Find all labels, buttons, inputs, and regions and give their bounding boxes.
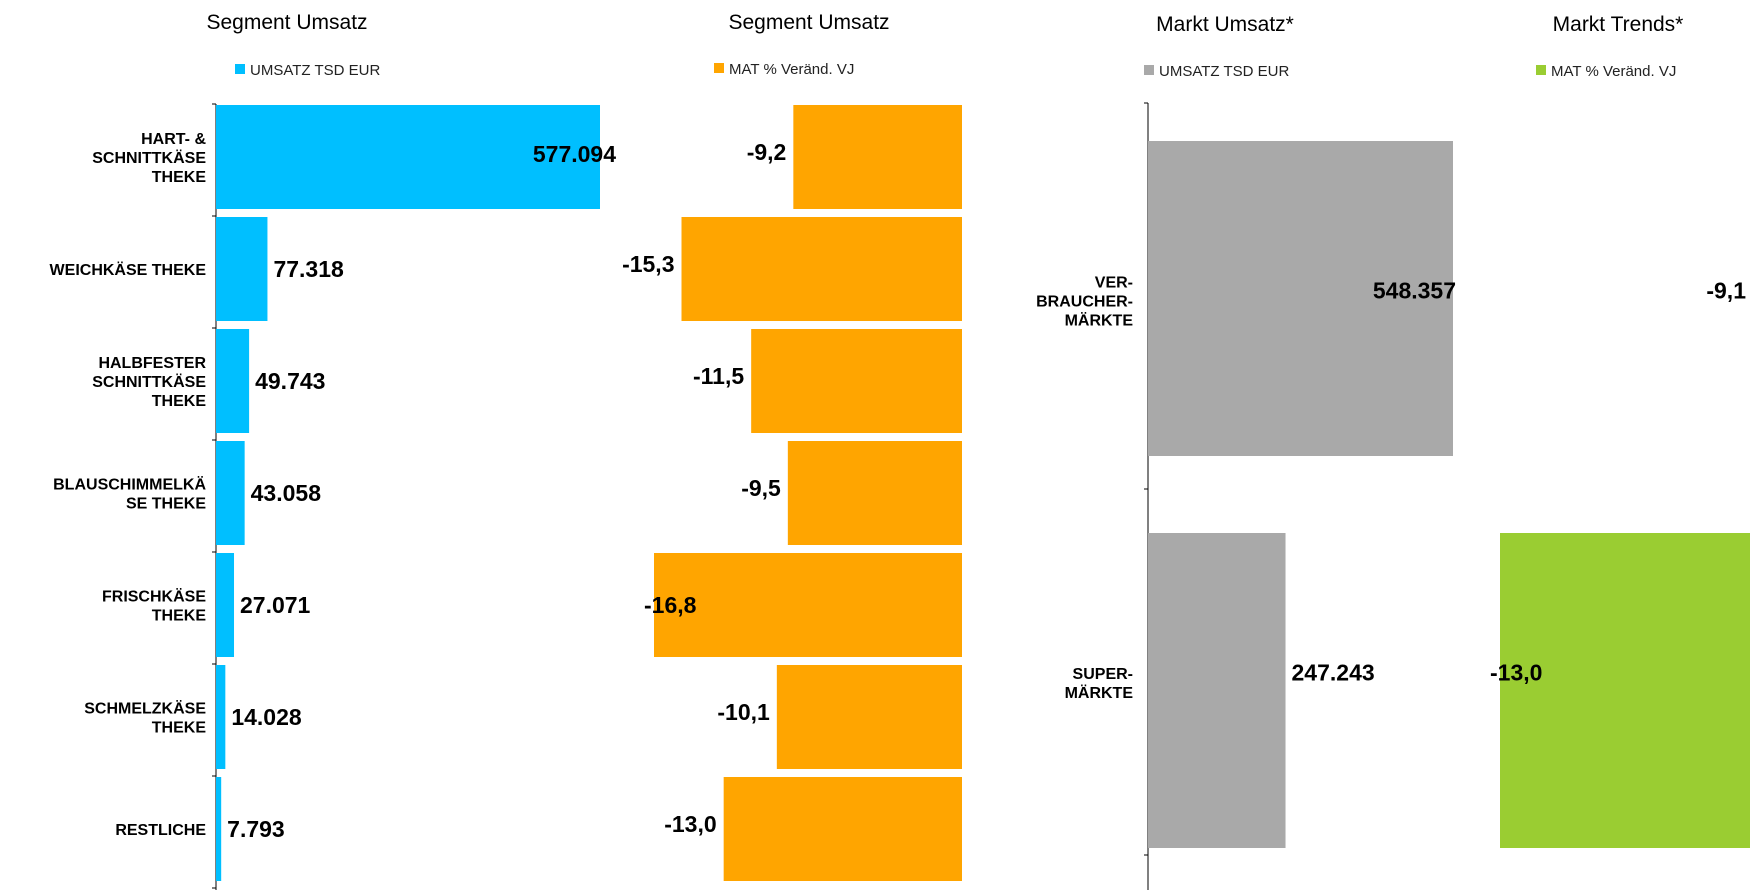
chart4-data-label: -13,0 — [1490, 660, 1542, 686]
chart1-data-label: 7.793 — [227, 816, 285, 842]
chart3-legend-label: UMSATZ TSD EUR — [1159, 63, 1289, 80]
chart4-data-labels: -9,1 -13,0 — [1490, 278, 1746, 686]
chart1-category-label: RESTLICHE — [115, 822, 206, 839]
chart3-data-labels: 548.357 247.243 — [1292, 278, 1456, 686]
chart1-data-label: 14.028 — [231, 704, 302, 730]
chart1-bar — [216, 105, 600, 209]
chart2-title: Segment Umsatz — [728, 11, 889, 34]
chart1-category-labels: HART- & SCHNITTKÄSE THEKE WEICHKÄSE THEKE HA… — [50, 131, 207, 839]
chart1-data-label: 577.094 — [533, 141, 616, 167]
chart2-bar — [793, 105, 962, 209]
chart1-data-label: 49.743 — [255, 368, 325, 394]
chart2-bar — [751, 329, 962, 433]
chart1-bar — [216, 665, 226, 769]
chart1-data-label: 43.058 — [251, 480, 322, 506]
chart2-bar — [654, 553, 962, 657]
chart1-category-label: BLAUSCHIMMELKÄ SE THEKE — [53, 476, 206, 513]
chart1-bar — [216, 553, 235, 657]
chart2-data-label: -16,8 — [644, 592, 697, 618]
chart1-category-label: HALBFESTER SCHNITTKÄSE THEKE — [92, 355, 206, 410]
chart3-bar — [1148, 533, 1286, 848]
chart4-legend-swatch — [1536, 65, 1546, 75]
chart3-data-label: 247.243 — [1292, 660, 1375, 686]
chart1-axis — [212, 103, 217, 890]
chart3-bar — [1148, 141, 1453, 456]
chart3-axis — [1144, 102, 1149, 890]
chart1-category-label: WEICHKÄSE THEKE — [50, 261, 207, 279]
chart3-category-labels: VER-BRAUCHER-MÄRKTE SUPER-MÄRKTE — [1036, 275, 1133, 703]
chart2-bar — [787, 441, 962, 545]
chart2-data-label: -10,1 — [717, 699, 770, 725]
chart2-data-label: -9,2 — [747, 139, 787, 165]
chart2-legend-swatch — [714, 63, 724, 73]
chart1-bar — [216, 329, 250, 433]
chart2-bar — [681, 217, 962, 321]
chart2-bar — [776, 665, 962, 769]
chart1-bar — [216, 217, 268, 321]
chart3-data-label: 548.357 — [1373, 278, 1456, 304]
chart3-legend-swatch — [1144, 65, 1154, 75]
chart4-title: Markt Trends* — [1553, 13, 1684, 36]
chart2-legend-label: MAT % Veränd. VJ — [729, 61, 854, 78]
chart1-data-labels: 577.094 77.318 49.743 43.058 27.071 14.028 7.7… — [227, 141, 616, 842]
chart1-bar — [216, 441, 245, 545]
chart1-category-label: SCHMELZKÄSE THEKE — [84, 700, 206, 737]
chart1-category-label: FRISCHKÄSE THEKE — [102, 588, 206, 625]
chart4-legend-label: MAT % Veränd. VJ — [1551, 63, 1676, 80]
chart2-data-labels: -9,2 -15,3 -11,5 -9,5 -16,8 -10,1 -13,0 — [622, 139, 786, 837]
chart1-bars — [216, 105, 600, 881]
chart1-legend-swatch — [235, 64, 245, 74]
chart1-data-label: 27.071 — [240, 592, 311, 618]
chart1-bar — [216, 777, 222, 881]
chart4-data-label: -9,1 — [1706, 278, 1746, 304]
chart2-data-label: -11,5 — [693, 363, 744, 389]
chart4-bar — [1500, 533, 1750, 848]
chart1-data-label: 77.318 — [273, 256, 344, 282]
chart1-category-label: HART- & SCHNITTKÄSE THEKE — [92, 131, 206, 186]
chart3-bars — [1148, 141, 1453, 848]
chart2-data-label: -9,5 — [741, 475, 781, 501]
chart4-bars — [1500, 533, 1750, 848]
chart1-legend-label: UMSATZ TSD EUR — [250, 62, 380, 79]
chart1-title: Segment Umsatz — [206, 11, 367, 34]
chart2-bars — [654, 105, 962, 881]
chart3-category-label: VER-BRAUCHER-MÄRKTE — [1036, 275, 1133, 330]
chart2-data-label: -15,3 — [622, 251, 674, 277]
chart2-bar — [723, 777, 962, 881]
chart3-title: Markt Umsatz* — [1156, 13, 1294, 36]
chart3-category-label: SUPER-MÄRKTE — [1065, 666, 1134, 702]
chart2-data-label: -13,0 — [664, 811, 716, 837]
